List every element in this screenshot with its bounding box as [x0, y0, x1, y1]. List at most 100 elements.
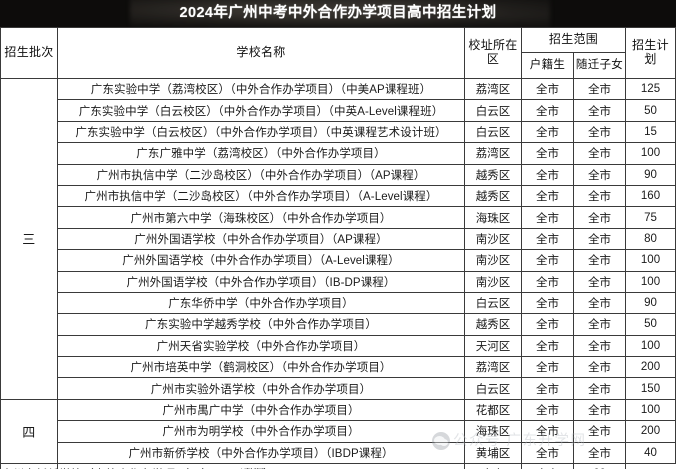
plan-quota-cell: 75 [625, 206, 676, 229]
table-row: 广州外国语学校（中外合作办学项目）（IB-DP课程） 南沙区 全市 全市 100 [1, 270, 676, 293]
header-row-sub: 户籍生 随迁子女 [1, 52, 676, 79]
district-cell: 南沙区 [464, 249, 522, 272]
admission-plan-table: 招生批次 学校名称 校址所在区 招生范围 招生计划 户籍生 随迁子女 三广东实验… [0, 27, 676, 469]
plan-quota-cell: 200 [625, 420, 676, 443]
local-scope-cell: 全市 [521, 291, 574, 315]
table-row: 广州外国语学校（中外合作办学项目）（A-Level课程） 南沙区 全市 全市 100 [1, 249, 676, 272]
school-name-cell: 广州市为明学校（中外合作办学项目） [57, 420, 465, 443]
col-header-batch: 招生批次 [0, 27, 58, 79]
school-name-cell: 广州外国语学校（中外合作办学项目）（AP课程） [57, 227, 465, 251]
school-name-cell: 广州市禺广中学（中外合作办学项目） [57, 398, 465, 422]
school-name-cell: 广州市新侨学校（中外合作办学项目）（A-level课程） [0, 463, 58, 469]
title-banner: 2024年广州中考中外合作办学项目高中招生计划 [0, 0, 676, 27]
table-row: 广东广雅中学（荔湾校区）（中外合作办学项目） 荔湾区 全市 全市 100 [1, 142, 676, 165]
district-cell: 海珠区 [464, 206, 522, 229]
migrant-scope-cell: 全市 [573, 163, 626, 186]
migrant-scope-cell: 全市 [573, 227, 626, 251]
col-header-scope: 招生范围 [521, 27, 626, 53]
page-title: 2024年广州中考中外合作办学项目高中招生计划 [179, 5, 497, 21]
local-scope-cell: 全市 [521, 120, 574, 144]
plan-quota-cell: 125 [625, 77, 676, 101]
plan-quota-cell: 90 [625, 291, 676, 315]
school-name-cell: 广州市执信中学（二沙岛校区）（中外合作办学项目）（AP课程） [57, 163, 465, 186]
school-name-cell: 广东实验中学（荔湾校区）（中外合作办学项目）（中美AP课程班） [57, 77, 465, 101]
district-cell: 黄埔区 [464, 441, 522, 465]
batch-cell: 四 [0, 398, 58, 465]
school-name-cell: 广州市实验外语学校（中外合作办学项目） [57, 377, 465, 400]
table-row: 广东实验中学越秀学校（中外合作办学项目） 越秀区 全市 全市 50 [1, 313, 676, 336]
district-cell: 白云区 [464, 120, 522, 144]
local-scope-cell: 全市 [521, 377, 574, 400]
table-row: 广州市实验外语学校（中外合作办学项目） 白云区 全市 全市 150 [1, 377, 676, 400]
migrant-scope-cell: 全市 [573, 398, 626, 422]
plan-quota-cell: 100 [625, 142, 676, 165]
plan-quota-cell: 50 [625, 99, 676, 122]
col-header-district: 校址所在区 [464, 27, 522, 79]
table-row: 广州市新侨学校（中外合作办学项目）（A-level课程）黄埔区全市全市60 [0, 463, 676, 469]
table-row: 三广东实验中学（荔湾校区）（中外合作办学项目）（中美AP课程班） 荔湾区 全市 全市 1… [0, 77, 676, 400]
plan-quota-cell: 50 [625, 313, 676, 336]
migrant-scope-cell: 全市 [573, 99, 626, 122]
school-name-cell: 广州市新侨学校（中外合作办学项目）（IBDP课程） [57, 441, 465, 465]
table-head: 招生批次 学校名称 校址所在区 招生范围 招生计划 户籍生 随迁子女 [0, 27, 676, 79]
plan-quota-cell: 160 [625, 184, 676, 208]
plan-quota-cell: 200 [625, 356, 676, 379]
district-cell: 花都区 [464, 398, 522, 422]
migrant-scope-cell: 全市 [573, 377, 626, 400]
plan-quota-cell: 100 [625, 270, 676, 293]
plan-quota-cell: 40 [625, 441, 676, 465]
local-scope-cell: 全市 [464, 463, 522, 469]
school-name-cell: 广州外国语学校（中外合作办学项目）（IB-DP课程） [57, 270, 465, 293]
table-row: 广州市执信中学（二沙岛校区）（中外合作办学项目）（A-Level课程） 越秀区 全市… [1, 184, 676, 208]
district-cell: 白云区 [464, 99, 522, 122]
school-name-cell: 广州市培英中学（鹤洞校区）（中外合作办学项目） [57, 356, 465, 379]
district-cell: 海珠区 [464, 420, 522, 443]
table-row: 广州市培英中学（鹤洞校区）（中外合作办学项目） 荔湾区 全市 全市 200 [1, 356, 676, 379]
table-row: 广州外国语学校（中外合作办学项目）（AP课程） 南沙区 全市 全市 80 [1, 227, 676, 251]
local-scope-cell: 全市 [521, 334, 574, 358]
table-row: 广州市新侨学校（中外合作办学项目）（IBDP课程） 黄埔区 全市 全市 40 [1, 441, 676, 465]
col-header-school: 学校名称 [57, 27, 465, 79]
plan-quota-cell: 150 [625, 377, 676, 400]
col-header-migrant-children: 随迁子女 [573, 52, 626, 79]
district-cell: 荔湾区 [464, 142, 522, 165]
school-name-cell: 广东广雅中学（荔湾校区）（中外合作办学项目） [57, 142, 465, 165]
header-row-top: 招生批次 学校名称 校址所在区 招生范围 招生计划 [0, 27, 676, 79]
school-name-cell: 广东实验中学（白云校区）（中外合作办学项目）（中英课程艺术设计班） [57, 120, 465, 144]
local-scope-cell: 全市 [521, 249, 574, 272]
table-row: 广州市执信中学（二沙岛校区）（中外合作办学项目）（AP课程） 越秀区 全市 全市 90 [1, 163, 676, 186]
plan-quota-cell: 100 [625, 334, 676, 358]
local-scope-cell: 全市 [521, 77, 574, 101]
migrant-scope-cell: 全市 [573, 249, 626, 272]
district-cell: 越秀区 [464, 313, 522, 336]
local-scope-cell: 全市 [521, 398, 574, 422]
plan-quota-cell: 80 [625, 227, 676, 251]
migrant-scope-cell: 全市 [573, 420, 626, 443]
table-row: 广东华侨中学（中外合作办学项目） 白云区 全市 全市 90 [1, 291, 676, 315]
migrant-scope-cell: 全市 [573, 206, 626, 229]
migrant-scope-cell: 全市 [573, 291, 626, 315]
district-cell: 南沙区 [464, 270, 522, 293]
school-name-cell: 广东华侨中学（中外合作办学项目） [57, 291, 465, 315]
school-name-cell: 广州外国语学校（中外合作办学项目）（A-Level课程） [57, 249, 465, 272]
district-cell: 南沙区 [464, 227, 522, 251]
table-row: 广东实验中学（白云校区）（中外合作办学项目）（中英A-Level课程班） 白云区全… [1, 99, 676, 122]
table-row: 广州天省实验学校（中外合作办学项目） 天河区 全市 全市 100 [1, 334, 676, 358]
table-row: 四广州市禺广中学（中外合作办学项目） 花都区 全市 全市 100 [0, 398, 676, 465]
migrant-scope-cell: 全市 [573, 77, 626, 101]
local-scope-cell: 全市 [521, 356, 574, 379]
district-cell: 白云区 [464, 291, 522, 315]
district-cell: 天河区 [464, 334, 522, 358]
table-row: 广州市为明学校（中外合作办学项目） 海珠区 全市 全市 200 [1, 420, 676, 443]
school-name-cell: 广东实验中学越秀学校（中外合作办学项目） [57, 313, 465, 336]
district-cell: 越秀区 [464, 184, 522, 208]
migrant-scope-cell: 全市 [521, 463, 574, 469]
migrant-scope-cell: 全市 [573, 120, 626, 144]
plan-quota-cell: 100 [625, 249, 676, 272]
plan-quota-cell: 100 [625, 398, 676, 422]
local-scope-cell: 全市 [521, 142, 574, 165]
table-body: 三广东实验中学（荔湾校区）（中外合作办学项目）（中美AP课程班） 荔湾区 全市 全市 1… [0, 77, 676, 469]
col-header-local-students: 户籍生 [521, 52, 574, 79]
local-scope-cell: 全市 [521, 163, 574, 186]
